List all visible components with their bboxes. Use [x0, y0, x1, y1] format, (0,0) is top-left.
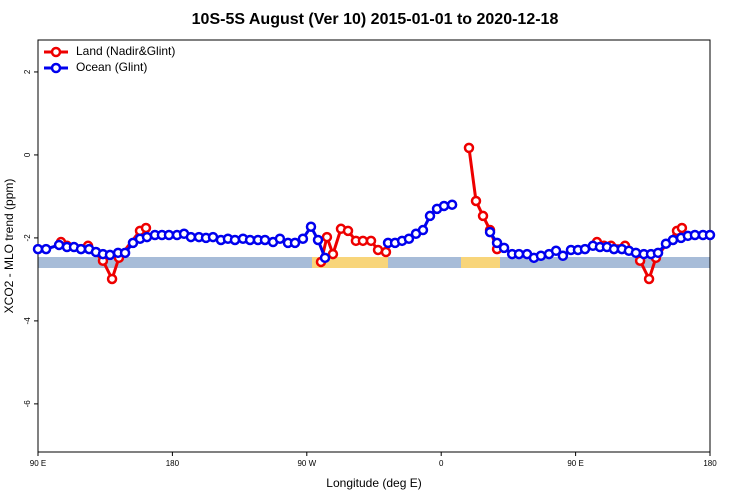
point [140, 222, 152, 234]
point [163, 229, 175, 241]
point [652, 247, 664, 259]
legend-label: Land (Nadir&Glint) [76, 44, 175, 58]
point [365, 235, 377, 247]
y-tick-label: -4 [23, 317, 32, 325]
point [491, 237, 503, 249]
point [704, 229, 716, 241]
point [643, 273, 655, 285]
point [289, 237, 301, 249]
y-tick-label: -6 [23, 400, 32, 408]
point [259, 234, 271, 246]
land-band [461, 257, 500, 268]
background-map [38, 257, 710, 268]
point [380, 246, 392, 258]
point [446, 199, 458, 210]
point [417, 224, 429, 236]
point [424, 210, 436, 222]
point [321, 231, 333, 243]
point [357, 235, 369, 247]
point [319, 252, 331, 264]
land-band [312, 257, 388, 268]
point [305, 221, 317, 232]
legend-label: Ocean (Glint) [76, 60, 147, 74]
point [676, 222, 688, 234]
point [75, 243, 87, 255]
point [550, 245, 562, 257]
point [463, 142, 475, 154]
point [106, 273, 118, 285]
point [185, 231, 197, 243]
point [477, 210, 489, 222]
legend-marker [50, 46, 62, 58]
point [667, 234, 679, 246]
point [119, 247, 131, 259]
point [312, 234, 324, 246]
point [498, 242, 510, 254]
point [40, 243, 52, 255]
y-tick-label: -2 [23, 234, 32, 242]
point [104, 249, 116, 261]
point [513, 248, 525, 260]
point [438, 200, 450, 212]
chart-title: 10S-5S August (Ver 10) 2015-01-01 to 202… [192, 11, 559, 28]
point [470, 195, 482, 207]
x-tick-label: 0 [439, 459, 444, 468]
point [630, 247, 642, 259]
x-axis-label: Longitude (deg E) [326, 476, 421, 490]
x-tick-label: 180 [166, 459, 180, 468]
x-tick-label: 90 E [567, 459, 583, 468]
point [342, 225, 354, 237]
y-tick-label: 2 [23, 69, 32, 74]
point [403, 233, 415, 244]
y-tick-label: 0 [23, 152, 32, 157]
point [229, 234, 241, 246]
point [535, 250, 547, 262]
point [32, 243, 44, 255]
point [297, 233, 309, 244]
series-line [60, 147, 683, 283]
x-tick-label: 90 W [297, 459, 316, 468]
legend-marker [50, 62, 62, 74]
legend-box [39, 41, 189, 79]
point [557, 250, 569, 262]
point [484, 226, 496, 238]
point [327, 248, 339, 260]
point [274, 233, 286, 244]
x-tick-label: 180 [703, 459, 717, 468]
point [689, 229, 701, 241]
y-axis-label: XCO2 - MLO trend (ppm) [2, 179, 16, 314]
x-tick-label: 90 E [30, 459, 46, 468]
